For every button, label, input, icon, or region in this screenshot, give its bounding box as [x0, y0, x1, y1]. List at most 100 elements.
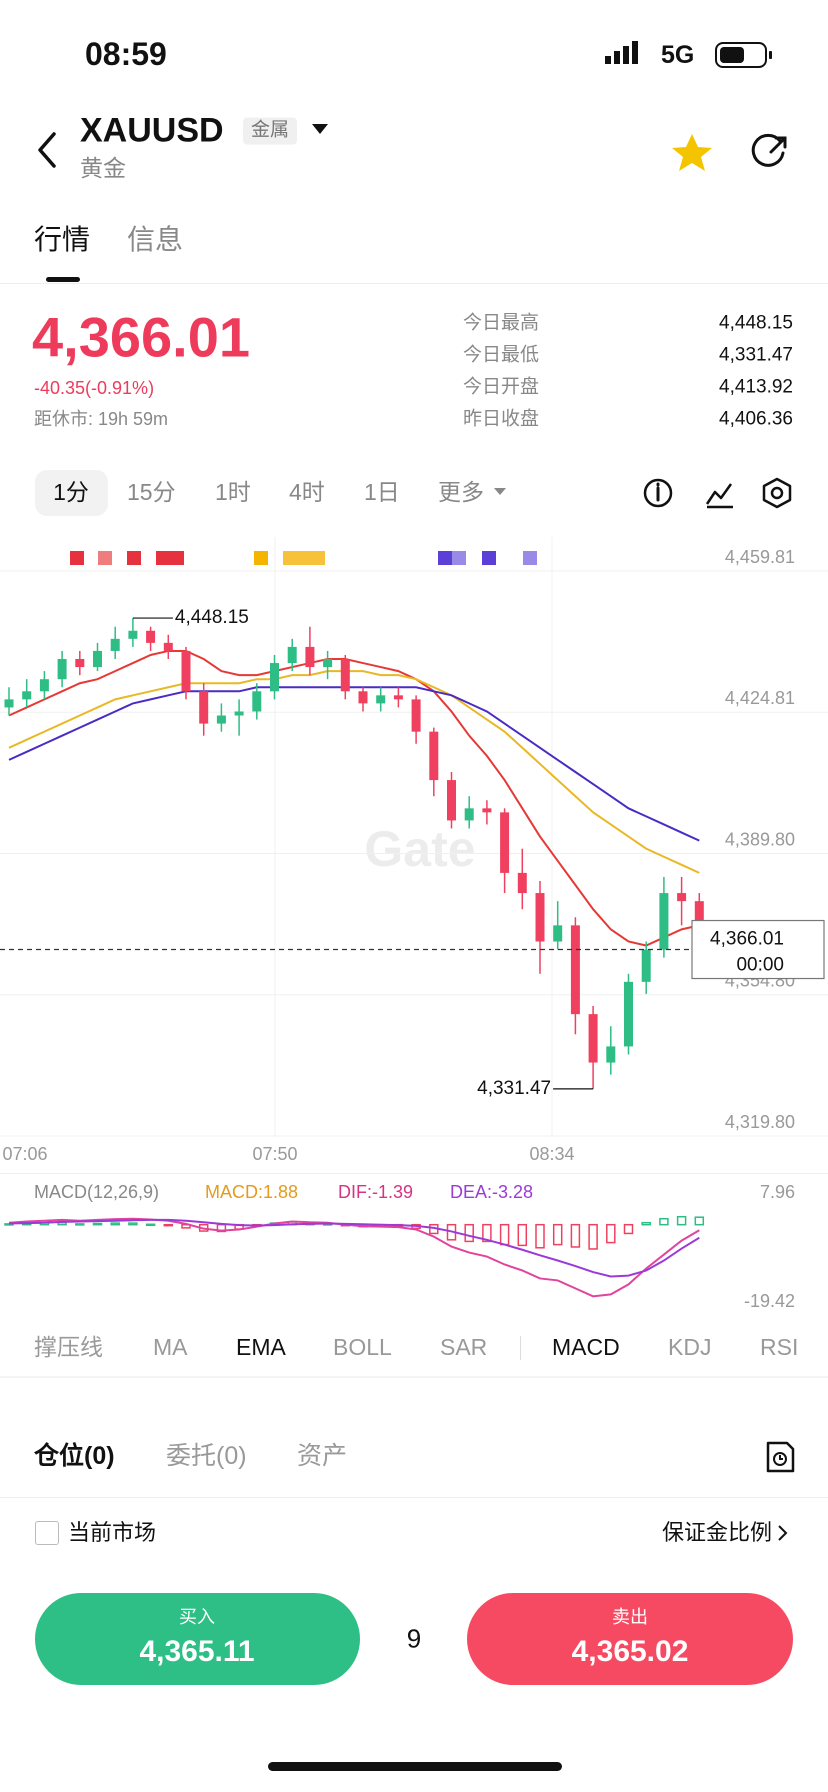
buy-label: 买入: [179, 1607, 215, 1628]
candle-body: [199, 691, 209, 724]
indicator-tab[interactable]: RSI: [760, 1334, 799, 1361]
histogram-bar: [75, 1223, 85, 1226]
indicator-tab[interactable]: KDJ: [668, 1334, 712, 1361]
histogram-bar: [163, 1223, 174, 1227]
share-button[interactable]: [0, 133, 787, 173]
price-change: -40.35(-0.91%): [34, 378, 155, 399]
histogram-bar: [623, 1223, 634, 1235]
back-button[interactable]: [0, 130, 56, 170]
clock-hands: [779, 1455, 783, 1460]
candle-body: [517, 872, 527, 894]
last-price: 4,366.01: [32, 305, 250, 369]
divider: [0, 1376, 828, 1378]
info-icon[interactable]: [643, 478, 673, 508]
moving-average-line: [8, 686, 700, 842]
indicator-legend: DEA:-3.28: [450, 1182, 533, 1202]
share-arc: [751, 133, 785, 167]
histogram-bar: [110, 1222, 120, 1226]
interval-tab[interactable]: 1时: [215, 479, 251, 506]
history-icon[interactable]: [0, 1440, 795, 1474]
signal-icon: [605, 41, 638, 64]
candle-body: [57, 659, 67, 680]
last-price-time: 00:00: [736, 955, 784, 976]
y-tick-label: 4,319.80: [725, 1112, 795, 1132]
candle-body: [93, 650, 102, 668]
legend-swatch: [523, 551, 537, 565]
home-indicator: [268, 1762, 562, 1771]
y-tick-label: 7.96: [760, 1182, 795, 1202]
candle-body: [340, 659, 350, 692]
histogram-bar: [570, 1223, 581, 1248]
candle-body: [429, 731, 439, 781]
chevron-icon: [778, 1525, 788, 1541]
interval-tab[interactable]: 4时: [289, 479, 325, 506]
y-tick-label: 4,459.81: [725, 547, 795, 567]
interval-tab[interactable]: 1分: [53, 479, 89, 506]
sell-price: 4,365.02: [571, 1635, 689, 1668]
candle-body: [482, 808, 492, 813]
dropdown-icon[interactable]: [0, 122, 328, 138]
interval-tab[interactable]: 15分: [127, 479, 176, 506]
candle-body: [252, 691, 262, 712]
candlestick-chart: Gate 4,459.814,424.814,389.804,354.804,3…: [0, 537, 828, 1164]
favorite-button[interactable]: [0, 130, 712, 171]
settings-icon[interactable]: [762, 477, 792, 509]
indicator-tab[interactable]: BOLL: [333, 1334, 392, 1361]
star-icon: [672, 134, 712, 171]
order-tab[interactable]: 资产: [297, 1442, 348, 1470]
histogram-bar: [464, 1223, 474, 1243]
indicator-line: [8, 1218, 700, 1278]
stat-label: 今日最高: [463, 312, 540, 334]
candle-body: [376, 695, 386, 704]
histogram-bar: [499, 1223, 510, 1246]
battery-level: [720, 47, 744, 63]
order-tab-active[interactable]: 仓位(0): [34, 1442, 115, 1470]
legend-swatch: [254, 551, 268, 565]
tab-active[interactable]: 行情: [34, 224, 91, 256]
signal-bar: [605, 56, 611, 64]
x-tick-label: 07:06: [2, 1144, 47, 1164]
histogram-bar: [588, 1223, 598, 1250]
indicator-legend: MACD:1.88: [205, 1182, 298, 1202]
legend-swatch: [98, 551, 112, 565]
histogram-bar: [606, 1223, 616, 1244]
legend-swatch: [452, 551, 466, 565]
order-tab[interactable]: 委托(0): [166, 1442, 247, 1470]
legend-swatch: [283, 551, 325, 565]
indicator-tab[interactable]: MA: [153, 1334, 188, 1361]
share-arrow: [769, 136, 787, 154]
last-price-box: [691, 919, 825, 980]
buy-button[interactable]: [35, 1593, 360, 1685]
divider: [0, 1173, 828, 1174]
filter-label: 当前市场: [68, 1519, 157, 1545]
candle-body: [323, 659, 333, 668]
indicator-tab[interactable]: MACD: [552, 1334, 620, 1361]
stat-value: 4,448.15: [719, 312, 793, 334]
indicator-tab[interactable]: EMA: [236, 1334, 286, 1361]
histogram-bar: [482, 1223, 492, 1243]
stat-value: 4,413.92: [719, 376, 793, 398]
sell-button[interactable]: [467, 1593, 793, 1685]
annotation-label: 4,331.47: [477, 1078, 551, 1099]
quantity[interactable]: 9: [406, 1623, 422, 1654]
margin-ratio-link[interactable]: 保证金比例: [661, 1519, 772, 1545]
tab[interactable]: 信息: [127, 224, 184, 256]
indicator-tab[interactable]: SAR: [440, 1334, 488, 1361]
battery-outline: [715, 42, 767, 68]
sell-label: 卖出: [612, 1607, 648, 1628]
histogram-bar: [535, 1223, 545, 1249]
indicator-icon[interactable]: [705, 483, 733, 509]
interval-tab[interactable]: 更多: [438, 479, 484, 506]
histogram-bar: [552, 1223, 563, 1246]
candle-body: [216, 715, 226, 724]
checkbox[interactable]: [35, 1521, 59, 1545]
candle-body: [447, 780, 456, 821]
interval-tab[interactable]: 1日: [364, 479, 400, 506]
chevron: [778, 1525, 788, 1541]
candle-body: [305, 646, 315, 668]
divider: [0, 283, 828, 284]
indicator-tab[interactable]: 撑压线: [34, 1334, 103, 1361]
candle-body: [393, 695, 403, 700]
candle-body: [22, 691, 32, 700]
moving-average-line: [8, 649, 700, 947]
